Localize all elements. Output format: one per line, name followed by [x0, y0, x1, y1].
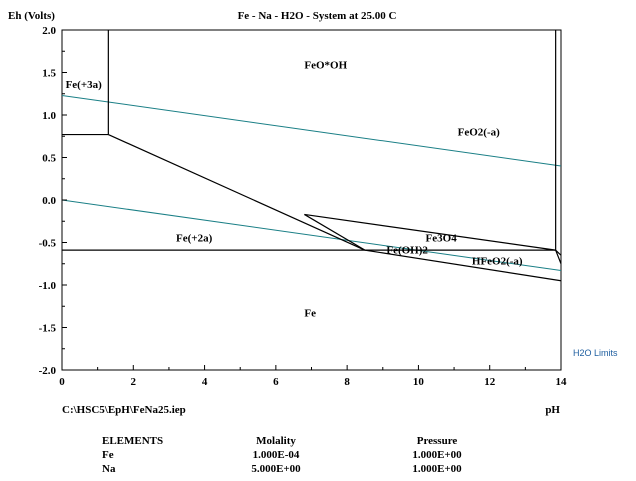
- x-tick-label-5: 10: [413, 376, 425, 388]
- y-tick-label-2: 1.0: [42, 110, 56, 122]
- region-label-5: Fe(OH)2: [386, 245, 428, 257]
- x-tick-label-2: 4: [202, 376, 208, 388]
- species-table: ELEMENTS Molality Pressure Fe 1.000E-04 …: [102, 435, 462, 475]
- y-axis-label: Eh (Volts): [8, 10, 55, 22]
- region-label-7: Fe: [304, 307, 316, 319]
- y-tick-label-1: 1.5: [42, 68, 56, 80]
- table-header-pressure: Pressure: [417, 435, 458, 447]
- y-tick-label-7: -1.5: [39, 323, 57, 335]
- chart-title: Fe - Na - H2O - System at 25.00 C: [238, 10, 397, 22]
- table-row-na-pressure: 1.000E+00: [412, 463, 462, 475]
- h2o-limits-label: H2O Limits: [573, 348, 618, 358]
- x-tick-label-6: 12: [484, 376, 496, 388]
- boundary-line-5: [304, 213, 366, 251]
- boundary-line-7: [364, 249, 562, 282]
- x-axis-ticks: 0 2 4 6 8 10 12 14: [59, 365, 567, 388]
- boundary-line-9: [555, 249, 562, 264]
- region-label-3: Fe(+2a): [176, 233, 213, 245]
- y-tick-label-5: -0.5: [39, 238, 57, 250]
- h2o-limit-line-1: [61, 199, 562, 272]
- x-tick-label-7: 14: [556, 376, 568, 388]
- y-tick-label-6: -1.0: [39, 280, 57, 292]
- region-label-0: FeO*OH: [304, 59, 347, 71]
- stability-boundaries: [62, 30, 562, 282]
- boundary-line-2: [108, 134, 366, 251]
- h2o-limit-line-0: [61, 94, 562, 167]
- y-axis-ticks: 2.0 1.5 1.0 0.5 0.0 -0.5 -1.0 -1.5 -2.0: [39, 25, 67, 377]
- table-row-fe-molality: 1.000E-04: [253, 449, 300, 461]
- table-row-fe-pressure: 1.000E+00: [412, 449, 462, 461]
- y-tick-label-8: -2.0: [39, 365, 57, 377]
- file-path: C:\HSC5\EpH\FeNa25.iep: [62, 404, 186, 416]
- table-header-elements: ELEMENTS: [102, 435, 163, 447]
- boundary-line-6: [304, 213, 556, 251]
- x-tick-label-4: 8: [344, 376, 350, 388]
- h2o-limit-lines: [61, 94, 562, 272]
- region-label-4: Fe3O4: [426, 233, 458, 245]
- x-tick-label-3: 6: [273, 376, 279, 388]
- x-tick-label-0: 0: [59, 376, 65, 388]
- x-axis-label: pH: [545, 404, 560, 416]
- region-label-6: HFeO2(-a): [472, 256, 523, 268]
- table-row-fe-element: Fe: [102, 449, 114, 461]
- table-row-na-molality: 5.000E+00: [251, 463, 301, 475]
- y-tick-label-3: 0.5: [42, 153, 56, 165]
- table-row-na-element: Na: [102, 463, 116, 475]
- y-tick-label-0: 2.0: [42, 25, 56, 37]
- table-header-molality: Molality: [256, 435, 296, 447]
- region-label-1: Fe(+3a): [66, 79, 103, 91]
- region-label-2: FeO2(-a): [458, 126, 500, 138]
- region-labels: FeO*OH Fe(+3a) FeO2(-a) Fe(+2a) Fe3O4Fe(OH)2…: [66, 59, 523, 319]
- x-tick-label-1: 2: [131, 376, 137, 388]
- y-tick-label-4: 0.0: [42, 195, 56, 207]
